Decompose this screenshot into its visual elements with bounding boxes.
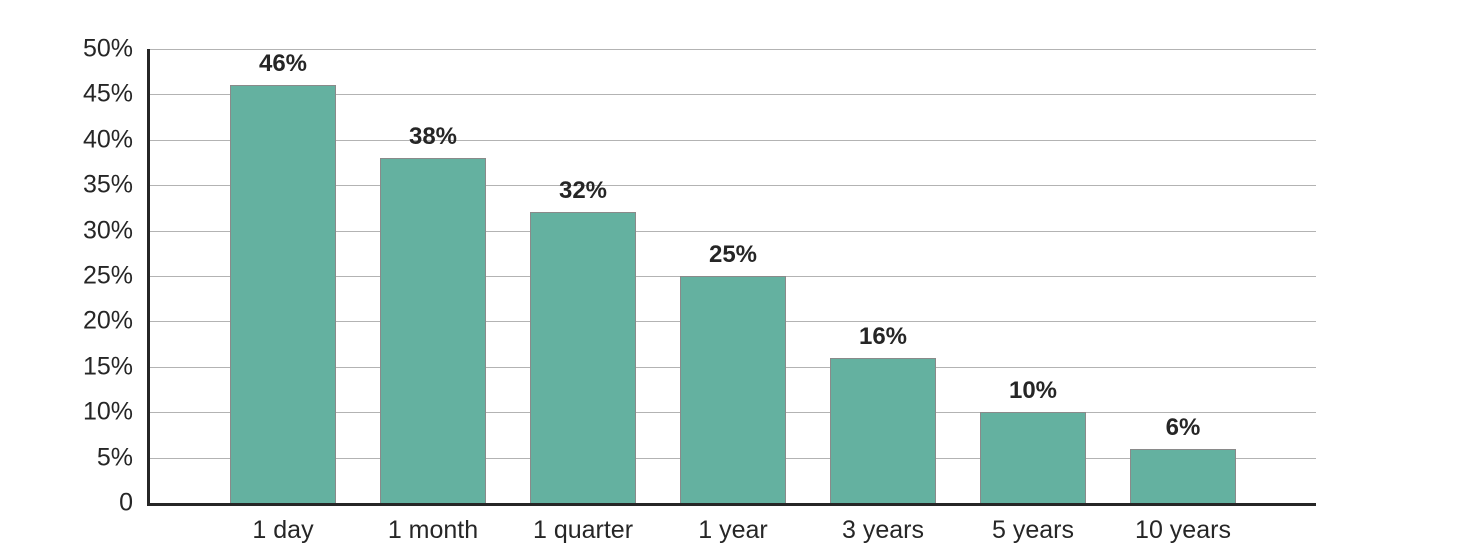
bar-1-quarter <box>530 212 636 503</box>
x-tick-label: 1 quarter <box>532 516 634 544</box>
y-tick-label: 50% <box>82 34 133 63</box>
gridline-30 <box>150 230 1316 232</box>
bar-value-label: 46% <box>258 50 308 78</box>
gridline-40 <box>150 139 1316 141</box>
y-tick-label: 25% <box>82 261 133 290</box>
bar-3-years <box>830 357 936 503</box>
plot-area: 46% 38% 32% 25% 16% 10% 6% <box>147 49 1316 506</box>
x-tick-label: 1 day <box>252 516 314 544</box>
bar-value-label: 6% <box>1165 413 1201 441</box>
y-tick-label: 5% <box>96 443 133 472</box>
y-tick-label: 10% <box>82 397 133 426</box>
bar-10-years <box>1130 448 1236 503</box>
bar-1-day <box>230 85 336 503</box>
y-tick-label: 30% <box>82 216 133 245</box>
bar-value-label: 32% <box>558 177 608 205</box>
x-tick-label: 3 years <box>842 516 924 544</box>
x-tick-label: 1 year <box>698 516 768 544</box>
y-tick-label: 40% <box>82 125 133 154</box>
y-tick-label: 20% <box>82 306 133 335</box>
y-tick-label: 0 <box>119 488 133 517</box>
gridline-50 <box>150 49 1316 50</box>
bar-value-label: 16% <box>858 322 908 350</box>
x-tick-label: 1 month <box>387 516 479 544</box>
bar-value-label: 38% <box>408 122 458 150</box>
bar-value-label: 25% <box>708 241 758 268</box>
y-tick-label: 35% <box>82 170 133 199</box>
x-tick-label: 10 years <box>1135 516 1231 544</box>
y-axis-line <box>147 49 150 503</box>
x-axis-line <box>147 503 1316 506</box>
bar-value-label: 10% <box>1008 377 1058 405</box>
gridline-35 <box>150 185 1316 187</box>
bar-1-year <box>680 276 786 503</box>
y-tick-label: 15% <box>82 352 133 381</box>
bar-5-years <box>980 412 1086 503</box>
bar-1-month <box>380 157 486 503</box>
gridline-45 <box>150 94 1316 96</box>
x-tick-label: 5 years <box>992 516 1074 544</box>
y-tick-label: 45% <box>82 79 133 108</box>
